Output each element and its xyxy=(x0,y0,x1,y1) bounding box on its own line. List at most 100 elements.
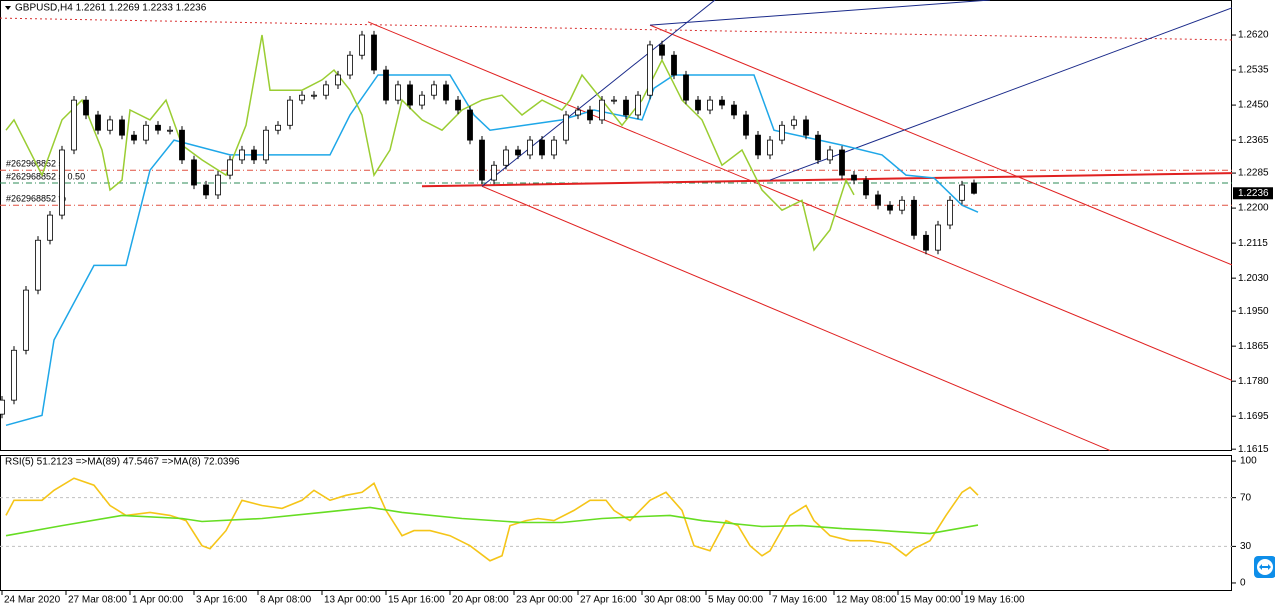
candle-body xyxy=(107,119,113,131)
candle-body xyxy=(0,399,5,415)
y-tick-label: 1.2620 xyxy=(1238,30,1269,41)
candle-body xyxy=(935,224,941,251)
candle-body xyxy=(767,139,773,156)
candle-body xyxy=(47,214,53,241)
last-price-label: 1.2236 xyxy=(1238,188,1269,199)
y-tick-label: 1.2450 xyxy=(1238,100,1269,111)
candle-body xyxy=(119,119,125,136)
candle-body xyxy=(803,119,809,136)
rsi-line xyxy=(5,506,979,537)
candle-body xyxy=(539,139,545,156)
candle-body xyxy=(179,129,185,161)
candle-body xyxy=(251,149,257,161)
x-tick-label: 30 Apr 08:00 xyxy=(644,595,701,606)
candle-body xyxy=(719,99,725,106)
candle-body xyxy=(263,129,269,161)
indicator-line xyxy=(5,34,855,252)
x-tick-label: 20 Apr 08:00 xyxy=(452,595,509,606)
candle-body xyxy=(299,94,305,101)
candle-body xyxy=(791,119,797,126)
icon-arrows xyxy=(1259,564,1271,570)
y-tick-label: 0 xyxy=(1240,578,1246,589)
candle-body xyxy=(431,84,437,96)
candle-body xyxy=(695,99,701,111)
y-tick-label: 1.2200 xyxy=(1238,203,1269,214)
y-tick-label: 70 xyxy=(1240,492,1252,503)
trendline xyxy=(649,0,991,26)
candle-body xyxy=(815,134,821,161)
candle-body xyxy=(575,109,581,116)
candle-body xyxy=(623,99,629,116)
rsi-panel-border xyxy=(0,455,1232,591)
candle-body xyxy=(635,94,641,116)
symbol-header: GBPUSD,H4 1.2261 1.2269 1.2233 1.2236 xyxy=(15,3,207,14)
x-tick-label: 23 Apr 00:00 xyxy=(516,595,573,606)
candle-body xyxy=(443,84,449,101)
candle-body xyxy=(863,179,869,196)
candle-body xyxy=(311,94,317,97)
candle-body xyxy=(551,139,557,156)
candle-body xyxy=(371,34,377,71)
candle-body xyxy=(647,44,653,96)
x-tick-label: 8 Apr 08:00 xyxy=(260,595,312,606)
candle-body xyxy=(959,184,965,201)
last-price-box xyxy=(1233,187,1273,200)
x-tick-label: 3 Apr 16:00 xyxy=(196,595,248,606)
x-tick-label: 5 May 00:00 xyxy=(708,595,763,606)
candle-body xyxy=(515,149,521,156)
y-tick-label: 1.2535 xyxy=(1238,65,1269,76)
x-tick-label: 24 Mar 2020 xyxy=(4,595,61,606)
y-tick-label: 1.2365 xyxy=(1238,135,1269,146)
candle-body xyxy=(563,114,569,141)
y-tick-label: 1.1865 xyxy=(1238,341,1269,352)
x-tick-label: 27 Mar 08:00 xyxy=(68,595,127,606)
candle-body xyxy=(455,99,461,111)
candle-body xyxy=(923,234,929,251)
order-level-label: #262968852 tp xyxy=(6,194,66,204)
y-tick-label: 100 xyxy=(1240,456,1257,467)
teamviewer-icon[interactable] xyxy=(1254,556,1275,578)
candle-body xyxy=(467,109,473,141)
candle-body xyxy=(35,239,41,291)
candle-body xyxy=(971,182,977,194)
candle-body xyxy=(707,99,713,111)
candle-body xyxy=(347,54,353,76)
candle-body xyxy=(11,349,17,401)
candle-body xyxy=(911,199,917,236)
candle-body xyxy=(71,99,77,151)
y-tick-label: 1.1950 xyxy=(1238,306,1269,317)
candle-body xyxy=(287,99,293,126)
x-tick-label: 15 Apr 16:00 xyxy=(388,595,445,606)
candle-body xyxy=(755,134,761,156)
candle-body xyxy=(155,124,161,131)
main-plot: #262968852 sl#262968852 sl 0.50#26296885… xyxy=(0,0,1232,451)
x-tick-label: 27 Apr 16:00 xyxy=(580,595,637,606)
y-tick-label: 1.2030 xyxy=(1238,273,1269,284)
collapse-arrow[interactable] xyxy=(5,6,11,10)
candle-body xyxy=(683,74,689,101)
candle-body xyxy=(671,54,677,76)
x-tick-label: 19 May 16:00 xyxy=(964,595,1025,606)
trendline xyxy=(481,185,1111,451)
candle-body xyxy=(239,149,245,161)
y-tick-label: 1.1615 xyxy=(1238,444,1269,455)
candle-body xyxy=(323,84,329,96)
x-tick-label: 13 Apr 00:00 xyxy=(324,595,381,606)
candle-body xyxy=(731,104,737,116)
x-tick-label: 7 May 16:00 xyxy=(772,595,827,606)
candle-body xyxy=(23,289,29,351)
candle-body xyxy=(191,159,197,186)
candle-body xyxy=(167,129,173,132)
candle-body xyxy=(383,69,389,101)
candle-body xyxy=(947,199,953,226)
candle-body xyxy=(887,204,893,211)
x-tick-label: 1 Apr 00:00 xyxy=(132,595,184,606)
y-tick-label: 1.2115 xyxy=(1238,238,1268,249)
main-panel-border xyxy=(0,0,1232,451)
y-tick-label: 1.2285 xyxy=(1238,168,1269,179)
y-tick-label: 1.1695 xyxy=(1238,411,1269,422)
axes: 1.2620 1.2535 1.2450 1.2365 1.2285 1.2200 1.21… xyxy=(1,30,1273,606)
candle-body xyxy=(407,84,413,106)
candle-body xyxy=(827,149,833,161)
candle-body xyxy=(95,114,101,131)
